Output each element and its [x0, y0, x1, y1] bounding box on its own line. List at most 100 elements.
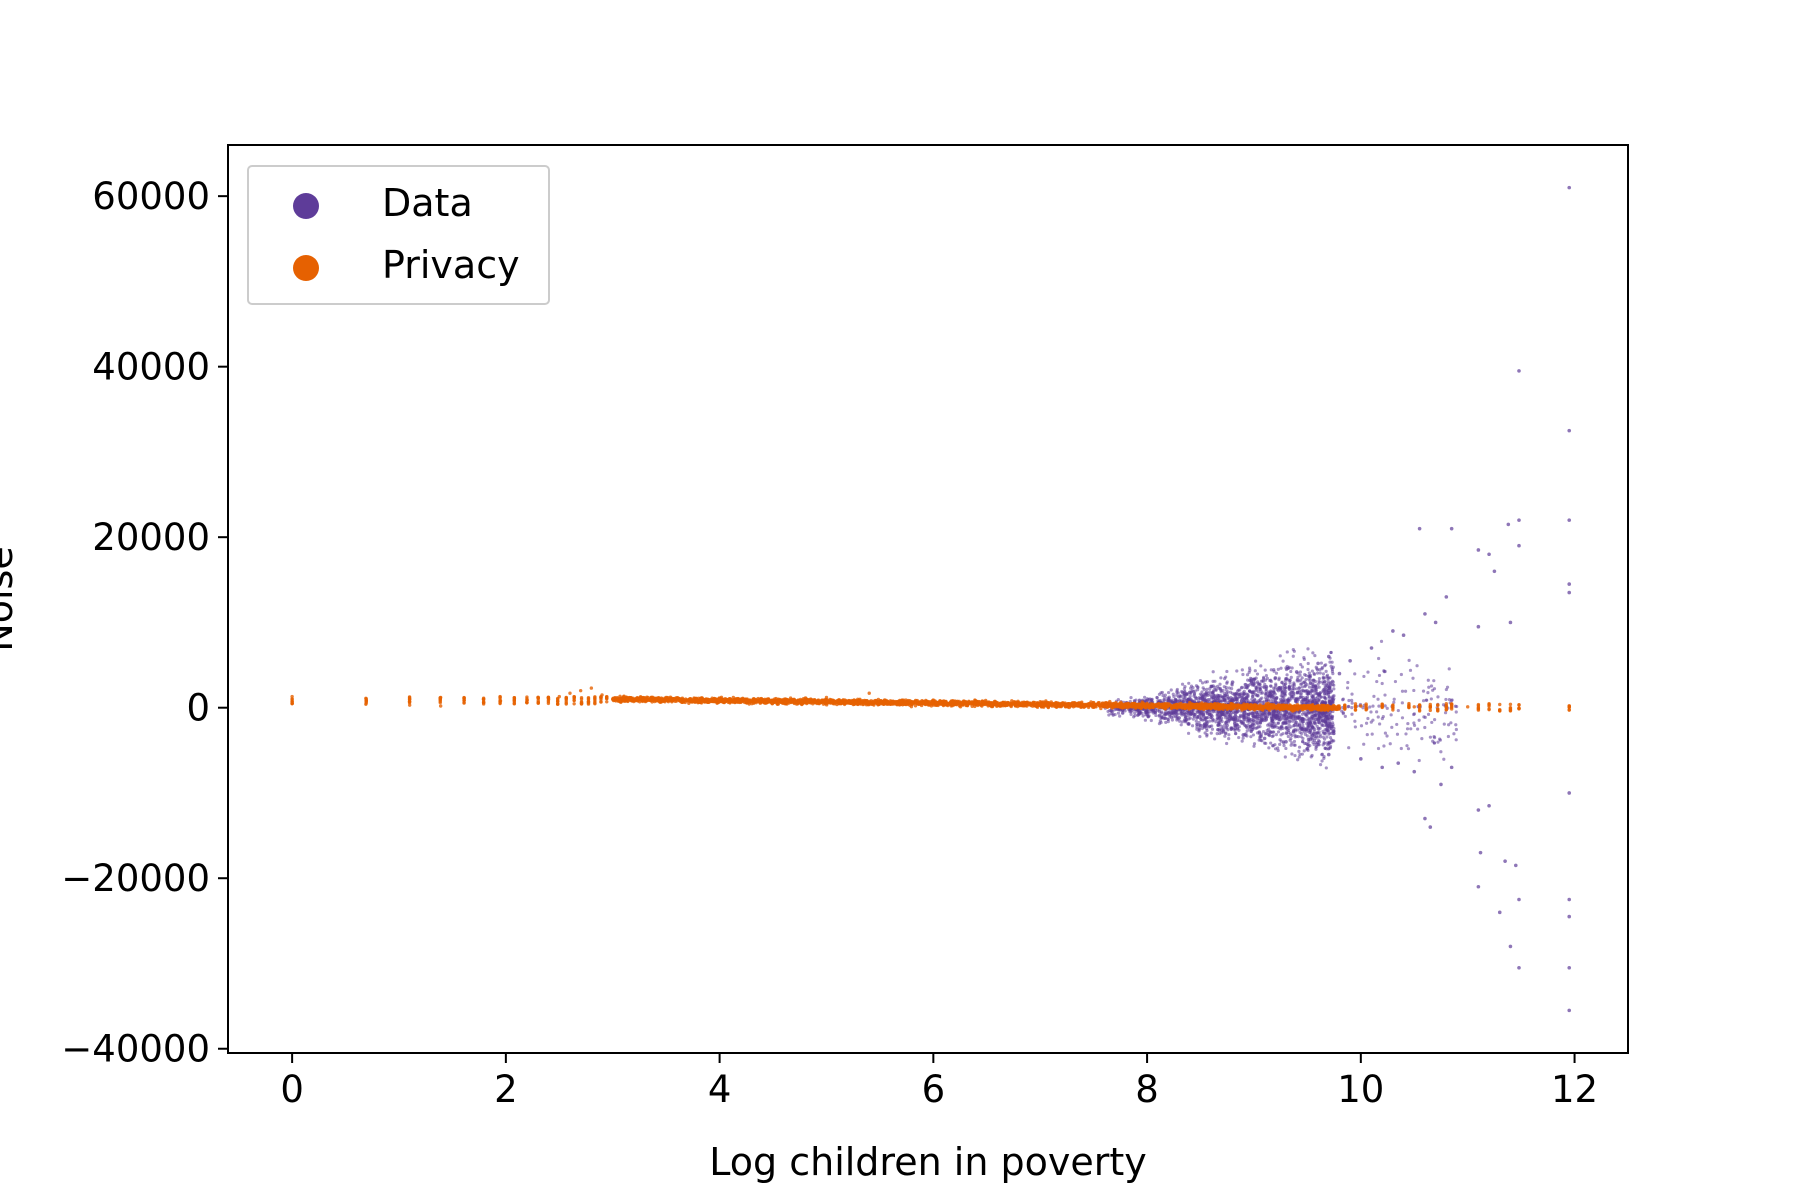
- data-point: [1229, 726, 1233, 730]
- data-point: [1250, 723, 1255, 727]
- data-point: [1330, 717, 1334, 721]
- data-point: [1159, 721, 1163, 725]
- data-point: [1328, 744, 1333, 748]
- data-point: [1198, 734, 1202, 739]
- data-point: [1320, 665, 1324, 670]
- data-point: [1287, 698, 1291, 703]
- data-point: [1141, 714, 1145, 718]
- data-point: [1362, 674, 1366, 679]
- data-point: [1377, 673, 1382, 678]
- data-point: [1196, 714, 1200, 719]
- data-point: [1331, 730, 1335, 734]
- data-point: [1267, 746, 1271, 750]
- data-point: [1426, 678, 1430, 682]
- data-point: [1508, 944, 1513, 949]
- data-point: [1284, 740, 1288, 744]
- data-point: [1323, 695, 1327, 700]
- data-point: [1313, 722, 1318, 726]
- data-point: [1272, 730, 1276, 734]
- data-point: [1455, 704, 1459, 709]
- data-point: [1302, 730, 1306, 734]
- data-point: [1326, 742, 1331, 746]
- data-point: [1261, 712, 1265, 716]
- data-point: [1318, 668, 1322, 672]
- data-point: [1300, 665, 1304, 669]
- data-point: [1298, 686, 1302, 690]
- data-point: [1251, 682, 1255, 686]
- data-point: [1454, 710, 1458, 714]
- data-point: [1412, 688, 1416, 693]
- data-point: [1325, 735, 1329, 739]
- data-point: [1567, 897, 1572, 902]
- data-point: [1128, 710, 1132, 714]
- data-point: [1300, 676, 1304, 680]
- data-point: [1289, 743, 1293, 747]
- data-point: [1227, 733, 1231, 737]
- data-point: [1280, 680, 1284, 684]
- data-point: [1567, 428, 1572, 433]
- data-point: [1255, 710, 1259, 714]
- data-point: [1316, 731, 1320, 735]
- data-point: [1157, 713, 1162, 717]
- data-point: [1406, 721, 1410, 726]
- data-point: [1229, 717, 1233, 721]
- data-point: [1221, 695, 1225, 699]
- data-point: [1136, 713, 1140, 717]
- privacy-point: [572, 694, 576, 699]
- data-point: [1241, 721, 1245, 725]
- data-point: [1388, 742, 1392, 746]
- data-point: [1264, 692, 1268, 696]
- data-point: [1316, 738, 1321, 743]
- data-point: [1417, 718, 1421, 722]
- data-point: [1177, 716, 1181, 720]
- data-point: [1287, 685, 1292, 689]
- data-point: [1371, 718, 1375, 722]
- data-point: [1209, 684, 1214, 689]
- data-point: [1289, 736, 1293, 741]
- data-point: [1207, 719, 1212, 723]
- data-point: [1325, 684, 1329, 688]
- data-point: [1312, 742, 1316, 746]
- data-point: [1113, 712, 1117, 717]
- data-point: [1411, 676, 1415, 680]
- privacy-point: [572, 702, 576, 706]
- data-point: [1290, 690, 1294, 694]
- data-point: [1258, 697, 1263, 701]
- data-point: [1332, 687, 1336, 691]
- privacy-point: [599, 697, 603, 702]
- data-point: [1439, 750, 1443, 754]
- data-point: [1503, 859, 1507, 863]
- data-point: [1230, 683, 1234, 687]
- data-point: [1220, 724, 1224, 729]
- data-point: [1283, 691, 1287, 695]
- data-point: [1280, 724, 1284, 728]
- data-point: [1214, 687, 1218, 692]
- data-point: [1190, 724, 1195, 728]
- data-point: [1209, 713, 1213, 717]
- data-point: [1278, 718, 1282, 722]
- data-point: [1258, 734, 1263, 738]
- data-point: [1323, 692, 1327, 696]
- data-point: [1392, 700, 1396, 704]
- data-point: [1307, 716, 1311, 720]
- data-point: [1308, 675, 1312, 679]
- data-point: [1259, 664, 1263, 668]
- data-point: [1323, 737, 1327, 741]
- data-point: [1350, 706, 1354, 710]
- data-point: [1227, 737, 1231, 741]
- privacy-series-points: [290, 686, 1571, 713]
- data-point: [1567, 791, 1572, 795]
- data-point: [1202, 712, 1206, 716]
- data-point: [1316, 693, 1320, 697]
- data-point: [1297, 755, 1301, 759]
- data-point: [1281, 732, 1285, 736]
- data-point: [1214, 720, 1218, 724]
- data-point: [1310, 669, 1314, 673]
- data-point: [1443, 711, 1448, 715]
- data-point: [1428, 825, 1433, 829]
- data-point: [1319, 695, 1323, 699]
- data-point: [1328, 722, 1333, 726]
- data-point: [1205, 687, 1209, 691]
- data-point: [1326, 728, 1330, 732]
- data-point: [1311, 698, 1315, 702]
